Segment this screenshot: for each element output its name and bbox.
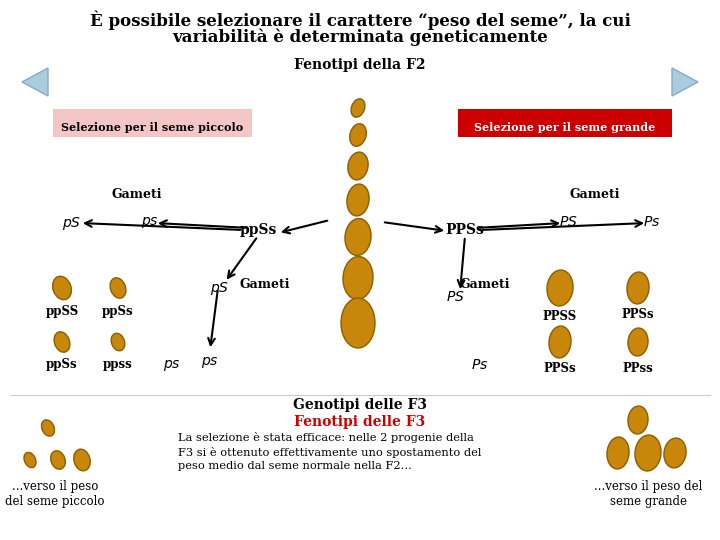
Ellipse shape xyxy=(73,449,90,471)
Text: $\mathbf{\mathit{pS}}$: $\mathbf{\mathit{pS}}$ xyxy=(63,215,81,232)
Ellipse shape xyxy=(549,326,571,358)
Text: ppSs: ppSs xyxy=(102,305,134,318)
Ellipse shape xyxy=(42,420,55,436)
Ellipse shape xyxy=(628,406,648,434)
Text: PPss: PPss xyxy=(623,362,653,375)
Text: variabilità è determinata geneticamente: variabilità è determinata geneticamente xyxy=(172,28,548,45)
Text: Fenotipi delle F3: Fenotipi delle F3 xyxy=(294,415,426,429)
Text: Selezione per il seme grande: Selezione per il seme grande xyxy=(474,122,656,133)
Text: ppss: ppss xyxy=(103,358,133,371)
Text: $\mathbf{\mathit{ps}}$: $\mathbf{\mathit{ps}}$ xyxy=(141,215,159,230)
Ellipse shape xyxy=(350,124,366,146)
Ellipse shape xyxy=(664,438,686,468)
Ellipse shape xyxy=(351,99,365,117)
Ellipse shape xyxy=(607,437,629,469)
Text: PPSs: PPSs xyxy=(544,362,576,375)
Text: Gameti: Gameti xyxy=(240,278,290,291)
Ellipse shape xyxy=(628,328,648,356)
Text: ppSs: ppSs xyxy=(46,358,78,371)
Text: Gameti: Gameti xyxy=(460,278,510,291)
Text: ...verso il peso del
seme grande: ...verso il peso del seme grande xyxy=(594,480,702,508)
Text: $\mathbf{\mathit{Ps}}$: $\mathbf{\mathit{Ps}}$ xyxy=(644,215,661,229)
Text: $\mathbf{\mathit{ps}}$: $\mathbf{\mathit{ps}}$ xyxy=(201,355,219,370)
Ellipse shape xyxy=(345,219,371,255)
Ellipse shape xyxy=(343,256,373,300)
Text: $\mathbf{\mathit{PS}}$: $\mathbf{\mathit{PS}}$ xyxy=(446,290,464,304)
Text: La selezione è stata efficace: nelle 2 progenie della
F3 si è ottenuto effettiva: La selezione è stata efficace: nelle 2 p… xyxy=(178,432,482,471)
Ellipse shape xyxy=(111,333,125,351)
Ellipse shape xyxy=(635,435,661,471)
Text: $\mathbf{\mathit{Ps}}$: $\mathbf{\mathit{Ps}}$ xyxy=(472,358,489,372)
Text: Genotipi delle F3: Genotipi delle F3 xyxy=(293,398,427,412)
Text: ppSS: ppSS xyxy=(45,305,78,318)
Text: Selezione per il seme piccolo: Selezione per il seme piccolo xyxy=(61,122,243,133)
Ellipse shape xyxy=(54,332,70,352)
Ellipse shape xyxy=(341,298,375,348)
Text: Gameti: Gameti xyxy=(570,188,621,201)
FancyBboxPatch shape xyxy=(53,109,252,137)
FancyBboxPatch shape xyxy=(458,109,672,137)
Polygon shape xyxy=(22,68,48,96)
Text: PPSs: PPSs xyxy=(446,223,485,237)
Ellipse shape xyxy=(50,451,66,469)
Ellipse shape xyxy=(347,184,369,216)
Ellipse shape xyxy=(627,272,649,304)
Text: PPSs: PPSs xyxy=(621,308,654,321)
Text: ppSs: ppSs xyxy=(239,223,276,237)
Ellipse shape xyxy=(53,276,71,300)
Text: Fenotipi della F2: Fenotipi della F2 xyxy=(294,58,426,72)
Polygon shape xyxy=(672,68,698,96)
Text: È possibile selezionare il carattere “peso del seme”, la cui: È possibile selezionare il carattere “pe… xyxy=(89,10,631,30)
Text: $\mathbf{\mathit{ps}}$: $\mathbf{\mathit{ps}}$ xyxy=(163,358,181,373)
Ellipse shape xyxy=(110,278,126,298)
Ellipse shape xyxy=(547,270,573,306)
Ellipse shape xyxy=(24,453,36,468)
Text: $\mathbf{\mathit{PS}}$: $\mathbf{\mathit{PS}}$ xyxy=(559,215,577,229)
Text: ...verso il peso
del seme piccolo: ...verso il peso del seme piccolo xyxy=(5,480,104,508)
Text: $\mathbf{\mathit{pS}}$: $\mathbf{\mathit{pS}}$ xyxy=(210,280,230,297)
Text: Gameti: Gameti xyxy=(112,188,163,201)
Text: PPSS: PPSS xyxy=(543,310,577,323)
Ellipse shape xyxy=(348,152,368,180)
